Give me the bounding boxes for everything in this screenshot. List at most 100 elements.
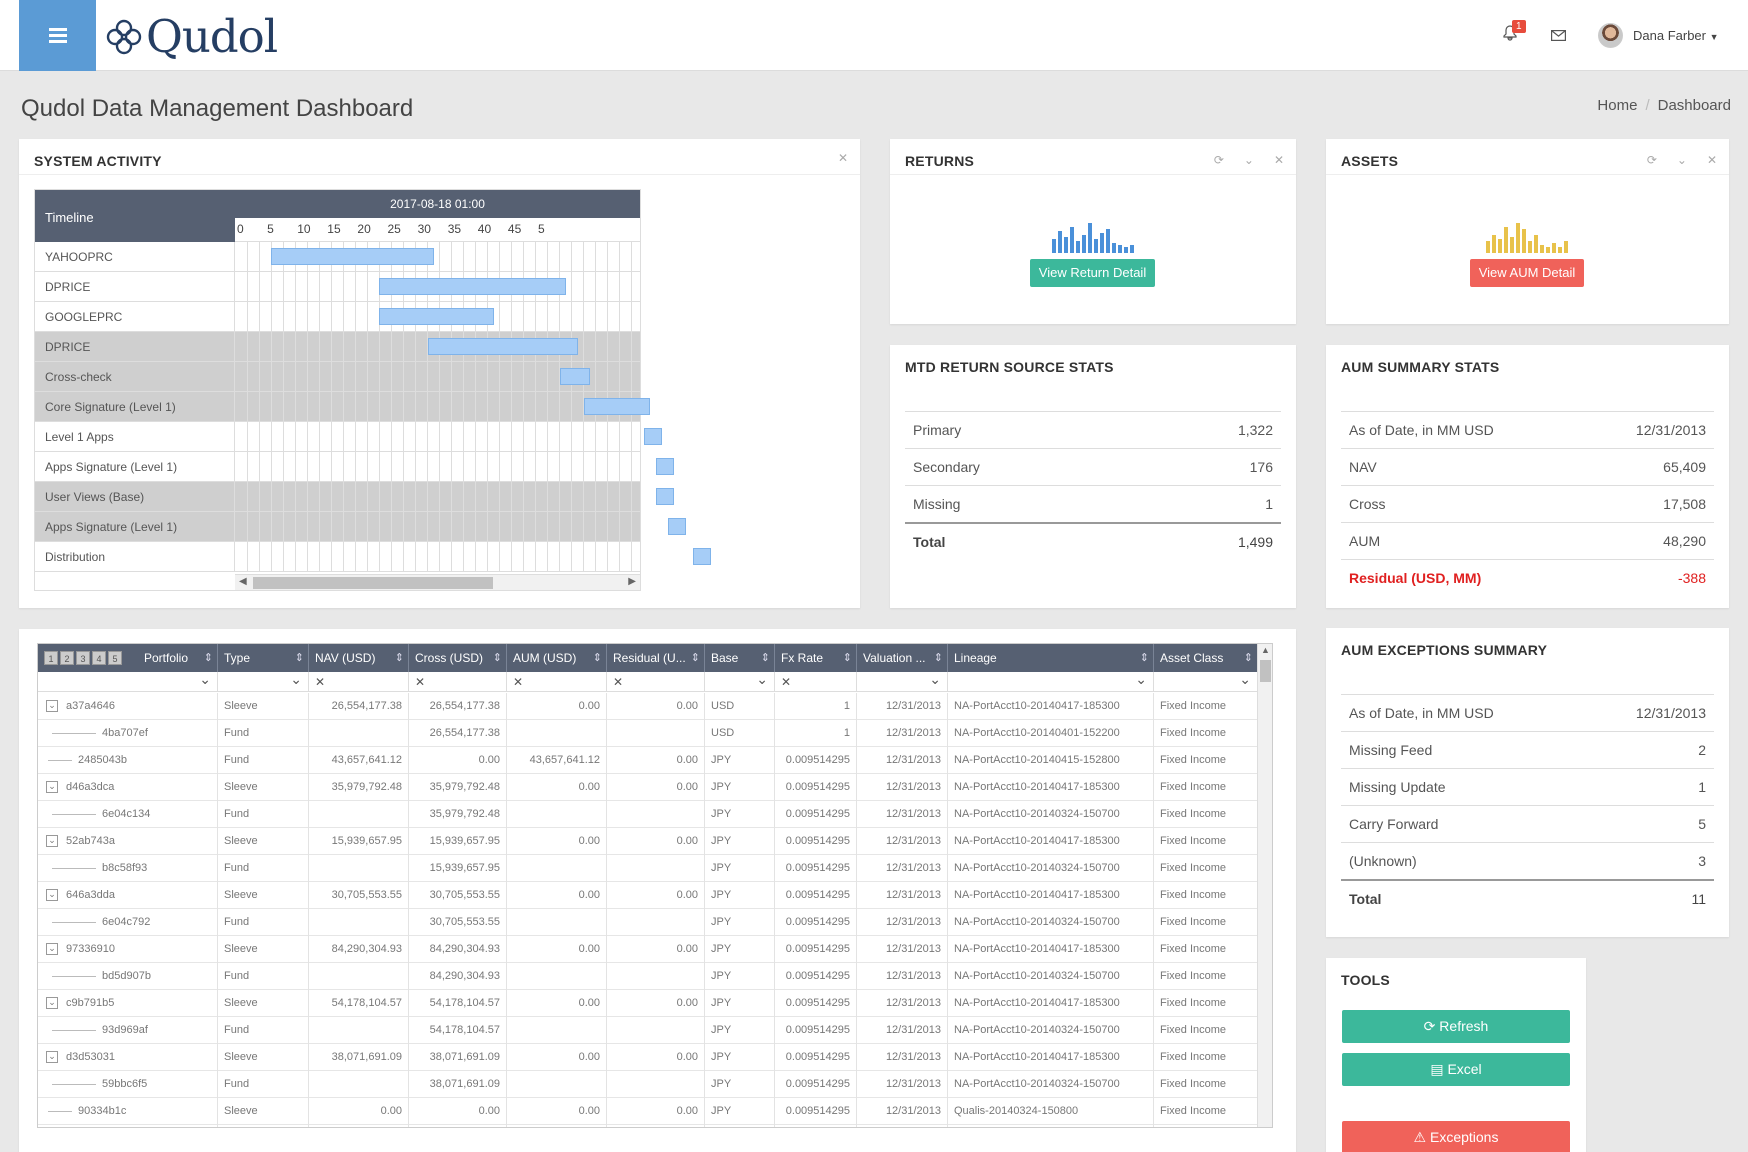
table-row[interactable]: ⌄ d3d53031 Sleeve 38,071,691.09 38,071,691.0… <box>38 1044 1258 1071</box>
level-button[interactable]: 1 <box>44 651 58 665</box>
table-row[interactable]: ⌄ 97336910 Sleeve 84,290,304.93 84,290,304.9… <box>38 936 1258 963</box>
table-row[interactable]: ⌄ 646a3dda Sleeve 30,705,553.55 30,705,553.5… <box>38 882 1258 909</box>
vertical-scrollbar[interactable]: ▲ <box>1257 644 1272 1127</box>
column-header[interactable]: Base <box>705 644 775 672</box>
expand-toggle-icon[interactable]: ⌄ <box>46 700 58 713</box>
table-row[interactable]: ⌄ d46a3dca Sleeve 35,979,792.48 35,979,792.4… <box>38 774 1258 801</box>
task-bar[interactable] <box>644 428 663 445</box>
table-row[interactable]: ⌄20e22d6cSleeve22,284,487.8422,284,487.8… <box>38 1125 1258 1127</box>
column-filter[interactable]: ⌄ <box>38 671 218 692</box>
column-header[interactable]: Residual (U... <box>607 644 705 672</box>
filter-clear-icon[interactable]: ✕ <box>315 675 326 689</box>
column-filter[interactable]: ✕ <box>409 672 507 692</box>
expand-toggle-icon[interactable]: ⌄ <box>46 997 58 1010</box>
table-row[interactable]: b8c58f93 Fund 15,939,657.95 JPY 0.009514295 1… <box>38 855 1258 882</box>
close-icon[interactable]: ✕ <box>837 151 848 165</box>
horizontal-scrollbar[interactable]: ◀ ▶ <box>235 574 640 590</box>
filter-clear-icon[interactable]: ✕ <box>781 675 792 689</box>
breadcrumb-home[interactable]: Home <box>1597 97 1638 114</box>
task-bar[interactable] <box>271 248 434 265</box>
table-row[interactable]: 6e04c792 Fund 30,705,553.55 JPY 0.009514295 1… <box>38 909 1258 936</box>
column-header[interactable]: Lineage <box>948 644 1154 672</box>
filter-clear-icon[interactable]: ✕ <box>613 675 624 689</box>
column-header[interactable]: Asset Class <box>1154 644 1258 672</box>
user-avatar[interactable] <box>1598 23 1623 48</box>
column-header[interactable]: Cross (USD) <box>409 644 507 672</box>
user-menu[interactable]: Dana Farber ▼ <box>1633 28 1719 43</box>
menu-toggle-button[interactable] <box>19 0 96 71</box>
collapse-icon[interactable]: ⌄ <box>1243 153 1254 167</box>
filter-dropdown-icon[interactable]: ⌄ <box>756 671 768 687</box>
column-header[interactable]: AUM (USD) <box>507 644 607 672</box>
column-filter[interactable]: ⌄ <box>948 671 1154 692</box>
task-bar[interactable] <box>379 278 567 295</box>
task-bar[interactable] <box>692 548 711 565</box>
expand-toggle-icon[interactable]: ⌄ <box>46 1051 58 1064</box>
close-icon[interactable]: ✕ <box>1706 153 1717 167</box>
table-cell: Sleeve <box>218 774 309 801</box>
level-button[interactable]: 5 <box>108 651 122 665</box>
column-filter[interactable]: ✕ <box>507 672 607 692</box>
task-bar[interactable] <box>427 338 579 355</box>
table-row[interactable]: 90334b1c Sleeve 0.00 0.00 0.00 0.00 JPY 0.00951… <box>38 1098 1258 1125</box>
refresh-icon[interactable]: ⟳ <box>1646 153 1657 167</box>
column-header[interactable]: 1 2 3 4 5 Portfolio <box>38 644 218 672</box>
refresh-button[interactable]: ⟳ Refresh <box>1342 1010 1570 1043</box>
column-filter[interactable]: ⌄ <box>857 671 948 692</box>
table-row[interactable]: ⌄ 52ab743a Sleeve 15,939,657.95 15,939,657.9… <box>38 828 1258 855</box>
column-filter[interactable]: ⌄ <box>218 671 309 692</box>
view-aum-detail-button[interactable]: View AUM Detail <box>1470 259 1584 287</box>
messages-button[interactable] <box>1551 28 1567 44</box>
level-button[interactable]: 3 <box>76 651 90 665</box>
close-icon[interactable]: ✕ <box>1273 153 1284 167</box>
expand-toggle-icon[interactable]: ⌄ <box>46 943 58 956</box>
column-header[interactable]: NAV (USD) <box>309 644 409 672</box>
scroll-right-icon[interactable]: ▶ <box>628 576 636 587</box>
filter-dropdown-icon[interactable]: ⌄ <box>929 671 941 687</box>
filter-dropdown-icon[interactable]: ⌄ <box>1135 671 1147 687</box>
table-row[interactable]: ⌄ a37a4646 Sleeve 26,554,177.38 26,554,177.3… <box>38 693 1258 720</box>
column-filter[interactable]: ⌄ <box>1154 671 1258 692</box>
column-header[interactable]: Type <box>218 644 309 672</box>
task-bar[interactable] <box>656 458 675 475</box>
filter-dropdown-icon[interactable]: ⌄ <box>290 671 302 687</box>
filter-dropdown-icon[interactable]: ⌄ <box>1239 671 1251 687</box>
column-filter[interactable]: ✕ <box>775 672 857 692</box>
collapse-icon[interactable]: ⌄ <box>1676 153 1687 167</box>
level-button[interactable]: 4 <box>92 651 106 665</box>
level-button[interactable]: 2 <box>60 651 74 665</box>
filter-dropdown-icon[interactable]: ⌄ <box>199 671 211 687</box>
table-row[interactable]: 2485043b Fund 43,657,641.12 0.00 43,657,641.… <box>38 747 1258 774</box>
task-bar[interactable] <box>560 368 591 385</box>
table-row[interactable]: ⌄ c9b791b5 Sleeve 54,178,104.57 54,178,104.5… <box>38 990 1258 1017</box>
task-bar[interactable] <box>584 398 651 415</box>
column-filter[interactable]: ⌄ <box>705 671 775 692</box>
task-bar[interactable] <box>379 308 494 325</box>
table-row[interactable]: bd5d907b Fund 84,290,304.93 JPY 0.009514295 1… <box>38 963 1258 990</box>
expand-toggle-icon[interactable]: ⌄ <box>46 889 58 902</box>
filter-clear-icon[interactable]: ✕ <box>415 675 426 689</box>
table-row[interactable]: 6e04c134 Fund 35,979,792.48 JPY 0.009514295 1… <box>38 801 1258 828</box>
column-header[interactable]: Fx Rate <box>775 644 857 672</box>
table-row[interactable]: 4ba707ef Fund 26,554,177.38 USD 1 12/31/2013 N… <box>38 720 1258 747</box>
scroll-thumb[interactable] <box>1260 660 1271 682</box>
table-row[interactable]: 93d969af Fund 54,178,104.57 JPY 0.009514295 1… <box>38 1017 1258 1044</box>
table-row[interactable]: 59bbc6f5 Fund 38,071,691.09 JPY 0.009514295 1… <box>38 1071 1258 1098</box>
brand-logo[interactable]: Qudol <box>104 10 278 63</box>
excel-button[interactable]: ▤ Excel <box>1342 1053 1570 1086</box>
view-return-detail-button[interactable]: View Return Detail <box>1030 259 1155 287</box>
expand-toggle-icon[interactable]: ⌄ <box>46 835 58 848</box>
column-filter[interactable]: ✕ <box>607 672 705 692</box>
exceptions-button[interactable]: ⚠ Exceptions <box>1342 1121 1570 1152</box>
column-header[interactable]: Valuation ... <box>857 644 948 672</box>
scroll-left-icon[interactable]: ◀ <box>239 576 247 587</box>
expand-toggle-icon[interactable]: ⌄ <box>46 781 58 794</box>
refresh-icon[interactable]: ⟳ <box>1213 153 1224 167</box>
filter-clear-icon[interactable]: ✕ <box>513 675 524 689</box>
notifications-button[interactable]: 1 <box>1502 20 1526 44</box>
scroll-up-icon[interactable]: ▲ <box>1261 645 1270 655</box>
task-bar[interactable] <box>668 518 687 535</box>
column-filter[interactable]: ✕ <box>309 672 409 692</box>
scroll-thumb[interactable] <box>253 577 493 589</box>
task-bar[interactable] <box>656 488 675 505</box>
